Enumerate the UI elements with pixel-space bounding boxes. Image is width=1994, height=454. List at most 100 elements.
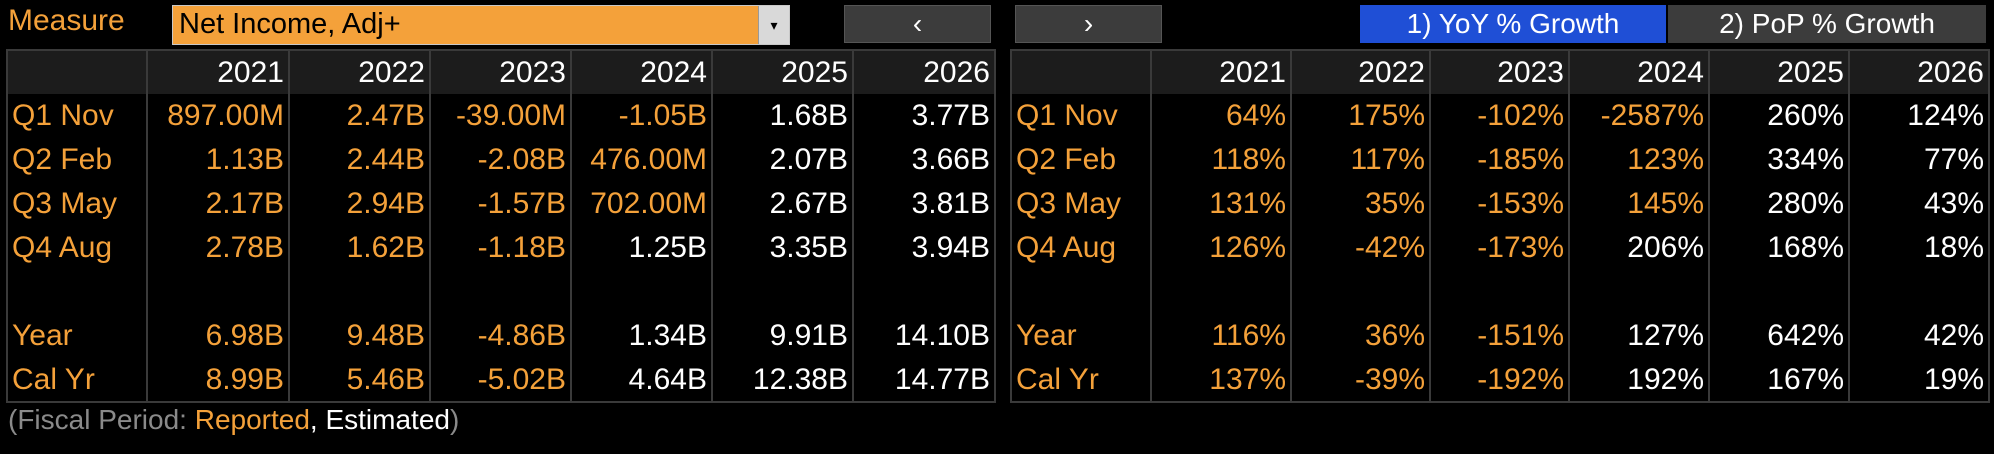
table-cell[interactable]: -39.00M — [429, 94, 571, 138]
table-cell[interactable] — [288, 270, 430, 314]
header-row: 2021 2022 2023 2024 2025 2026 — [1011, 50, 1989, 94]
table-cell[interactable] — [852, 270, 995, 314]
table-cell[interactable] — [711, 270, 853, 314]
tab-pop-growth[interactable]: 2) PoP % Growth — [1668, 5, 1986, 43]
table-row: Year 116% 36% -151% 127% 642% 42% — [1011, 314, 1989, 358]
table-cell[interactable]: 18% — [1848, 226, 1989, 270]
row-label: Year — [1011, 314, 1151, 358]
table-cell[interactable] — [1429, 270, 1569, 314]
table-cell[interactable]: 126% — [1150, 226, 1291, 270]
row-label: Q3 May — [7, 182, 147, 226]
table-cell[interactable]: 145% — [1568, 182, 1709, 226]
table-cell[interactable]: 2.67B — [711, 182, 853, 226]
table-cell[interactable]: 2.78B — [146, 226, 289, 270]
previous-button[interactable]: ‹ — [844, 5, 991, 43]
table-cell[interactable]: -102% — [1429, 94, 1569, 138]
table-cell[interactable]: -2587% — [1568, 94, 1709, 138]
table-cell[interactable]: 2.07B — [711, 138, 853, 182]
table-cell[interactable]: 19% — [1848, 358, 1989, 402]
table-cell[interactable] — [570, 270, 712, 314]
table-cell[interactable]: 3.35B — [711, 226, 853, 270]
table-cell[interactable]: 2.94B — [288, 182, 430, 226]
table-cell[interactable]: 14.10B — [852, 314, 995, 358]
table-cell[interactable]: 2.17B — [146, 182, 289, 226]
table-cell[interactable]: 64% — [1150, 94, 1291, 138]
table-cell[interactable]: 137% — [1150, 358, 1291, 402]
row-label: Q4 Aug — [7, 226, 147, 270]
table-cell[interactable]: 2.47B — [288, 94, 430, 138]
table-cell[interactable]: 14.77B — [852, 358, 995, 402]
table-cell[interactable]: 43% — [1848, 182, 1989, 226]
table-cell[interactable]: 3.81B — [852, 182, 995, 226]
table-cell[interactable]: 642% — [1708, 314, 1849, 358]
table-cell[interactable]: -2.08B — [429, 138, 571, 182]
table-cell[interactable]: -151% — [1429, 314, 1569, 358]
table-cell[interactable]: 167% — [1708, 358, 1849, 402]
table-cell[interactable]: 6.98B — [146, 314, 289, 358]
table-cell[interactable]: 260% — [1708, 94, 1849, 138]
chevron-right-icon: › — [1083, 8, 1094, 39]
table-cell[interactable]: 3.77B — [852, 94, 995, 138]
table-cell[interactable]: -153% — [1429, 182, 1569, 226]
table-cell[interactable]: 1.34B — [570, 314, 712, 358]
table-cell[interactable]: 1.68B — [711, 94, 853, 138]
table-cell[interactable]: -42% — [1290, 226, 1430, 270]
table-cell[interactable]: 702.00M — [570, 182, 712, 226]
table-cell[interactable]: -1.57B — [429, 182, 571, 226]
table-cell[interactable]: 1.13B — [146, 138, 289, 182]
table-cell[interactable]: 206% — [1568, 226, 1709, 270]
table-cell[interactable] — [146, 270, 289, 314]
table-cell[interactable] — [1568, 270, 1709, 314]
table-cell[interactable]: 1.25B — [570, 226, 712, 270]
table-cell[interactable]: 168% — [1708, 226, 1849, 270]
table-cell[interactable]: 192% — [1568, 358, 1709, 402]
table-cell[interactable]: 35% — [1290, 182, 1430, 226]
table-cell[interactable] — [1848, 270, 1989, 314]
table-cell[interactable]: -192% — [1429, 358, 1569, 402]
table-cell[interactable] — [1290, 270, 1430, 314]
table-cell[interactable]: -39% — [1290, 358, 1430, 402]
chevron-down-icon[interactable]: ▾ — [758, 6, 789, 44]
table-cell[interactable]: 8.99B — [146, 358, 289, 402]
table-cell[interactable]: 476.00M — [570, 138, 712, 182]
header-corner — [7, 50, 147, 94]
table-cell[interactable]: 123% — [1568, 138, 1709, 182]
table-cell[interactable] — [1150, 270, 1291, 314]
table-cell[interactable]: 1.62B — [288, 226, 430, 270]
table-cell[interactable]: 117% — [1290, 138, 1430, 182]
table-cell[interactable]: 3.94B — [852, 226, 995, 270]
table-cell[interactable]: -1.05B — [570, 94, 712, 138]
table-cell[interactable]: 77% — [1848, 138, 1989, 182]
footer-close: ) — [449, 404, 460, 435]
row-label: Q2 Feb — [7, 138, 147, 182]
table-cell[interactable]: 5.46B — [288, 358, 430, 402]
table-cell[interactable]: 127% — [1568, 314, 1709, 358]
table-cell[interactable]: 9.48B — [288, 314, 430, 358]
table-cell[interactable]: -185% — [1429, 138, 1569, 182]
header-corner — [1011, 50, 1151, 94]
table-cell[interactable]: 116% — [1150, 314, 1291, 358]
table-cell[interactable]: 334% — [1708, 138, 1849, 182]
measure-dropdown[interactable]: Net Income, Adj+ ▾ — [172, 5, 790, 45]
table-cell[interactable]: 3.66B — [852, 138, 995, 182]
table-cell[interactable]: 4.64B — [570, 358, 712, 402]
table-cell[interactable]: 175% — [1290, 94, 1430, 138]
table-cell[interactable]: 2.44B — [288, 138, 430, 182]
table-cell[interactable]: 36% — [1290, 314, 1430, 358]
table-cell[interactable]: 9.91B — [711, 314, 853, 358]
table-cell[interactable]: 118% — [1150, 138, 1291, 182]
table-cell[interactable]: 124% — [1848, 94, 1989, 138]
table-cell[interactable]: 897.00M — [146, 94, 289, 138]
table-cell[interactable]: -4.86B — [429, 314, 571, 358]
table-cell[interactable]: 280% — [1708, 182, 1849, 226]
table-cell[interactable] — [1708, 270, 1849, 314]
table-cell[interactable]: 12.38B — [711, 358, 853, 402]
table-cell[interactable]: 131% — [1150, 182, 1291, 226]
next-button[interactable]: › — [1015, 5, 1162, 43]
table-cell[interactable]: 42% — [1848, 314, 1989, 358]
table-cell[interactable]: -5.02B — [429, 358, 571, 402]
table-cell[interactable] — [429, 270, 571, 314]
table-cell[interactable]: -1.18B — [429, 226, 571, 270]
table-cell[interactable]: -173% — [1429, 226, 1569, 270]
tab-yoy-growth[interactable]: 1) YoY % Growth — [1360, 5, 1666, 43]
